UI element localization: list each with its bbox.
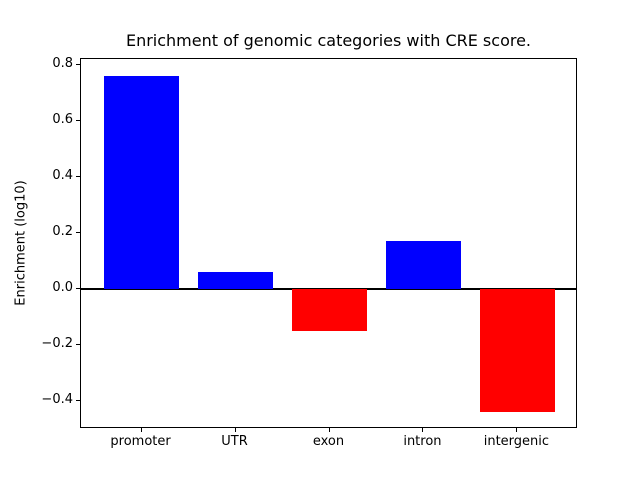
x-tick-label-intron: intron xyxy=(403,434,442,449)
y-tick-mark xyxy=(76,175,80,177)
x-tick-mark xyxy=(422,428,424,432)
y-tick-mark xyxy=(76,287,80,289)
y-tick-label: −0.4 xyxy=(41,391,73,407)
y-tick-label: 0.4 xyxy=(52,167,73,183)
x-tick-mark xyxy=(516,428,518,432)
y-tick-label: 0.8 xyxy=(52,55,73,71)
y-tick-label: 0.6 xyxy=(52,111,73,127)
x-tick-mark xyxy=(140,428,142,432)
bar-intergenic xyxy=(479,288,555,413)
y-tick-mark xyxy=(76,231,80,233)
bar-intron xyxy=(385,241,462,289)
y-tick-mark xyxy=(76,63,80,65)
y-tick-label: 0.2 xyxy=(52,223,73,239)
x-tick-label-UTR: UTR xyxy=(221,434,248,449)
bar-exon xyxy=(291,288,368,331)
bar-promoter xyxy=(104,75,180,289)
bar-UTR xyxy=(197,272,274,289)
chart-title: Enrichment of genomic categories with CR… xyxy=(125,31,532,50)
plot-area xyxy=(80,58,577,428)
x-tick-mark xyxy=(328,428,330,432)
y-tick-label: 0.0 xyxy=(52,279,73,295)
y-tick-mark xyxy=(76,399,80,401)
y-tick-mark xyxy=(76,119,80,121)
x-tick-mark xyxy=(234,428,236,432)
y-axis-label: Enrichment (log10) xyxy=(13,180,29,306)
x-tick-label-promoter: promoter xyxy=(110,434,171,449)
x-tick-label-intergenic: intergenic xyxy=(483,434,550,449)
y-tick-label: −0.2 xyxy=(41,335,73,351)
y-tick-mark xyxy=(76,343,80,345)
x-tick-label-exon: exon xyxy=(312,434,345,449)
